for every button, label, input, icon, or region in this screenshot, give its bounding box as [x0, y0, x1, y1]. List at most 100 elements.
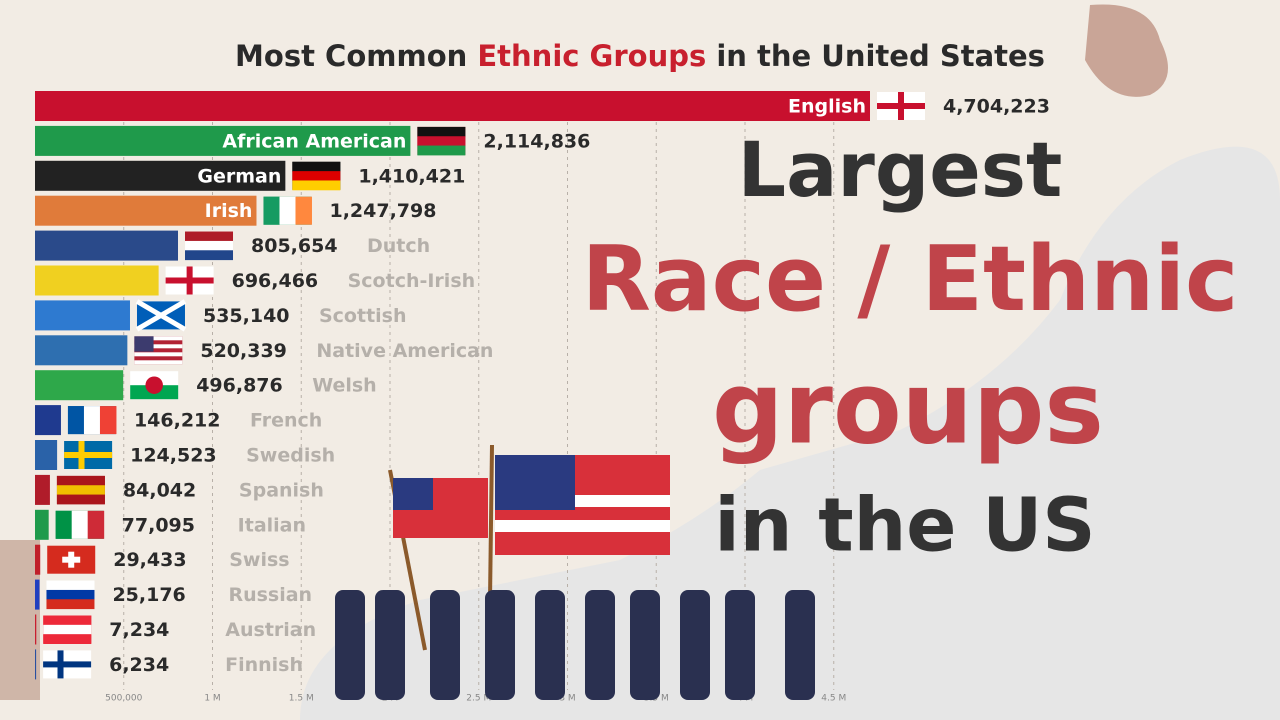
bar — [35, 195, 257, 226]
category-label: Native American — [316, 340, 493, 362]
value-label: 1,247,798 — [329, 200, 436, 222]
title-part: in the United States — [706, 39, 1045, 73]
bar — [35, 300, 130, 331]
flag-part — [134, 336, 154, 352]
headline-line: Largest — [738, 125, 1063, 214]
title-part: Ethnic Groups — [477, 39, 706, 73]
value-label: 496,876 — [196, 375, 283, 397]
backdrop-shape — [300, 146, 1280, 720]
flag-part — [55, 510, 73, 539]
flag-part — [135, 299, 187, 332]
bar — [35, 91, 870, 121]
decor-shape — [1085, 4, 1168, 97]
value-label: 4,704,223 — [943, 96, 1050, 118]
flag-part — [134, 360, 183, 365]
x-tick-label: 3 M — [559, 694, 575, 704]
category-label: African American — [222, 130, 406, 152]
category-label: Scottish — [319, 305, 407, 327]
flag-part — [185, 240, 234, 251]
flag-part — [185, 250, 234, 261]
bar — [35, 265, 159, 296]
category-label: Welsh — [312, 375, 377, 397]
headline-line: Race / Ethnic — [582, 227, 1239, 332]
value-label: 77,095 — [122, 514, 195, 536]
flag-part — [145, 376, 163, 394]
category-label: Italian — [238, 514, 306, 536]
flag-part — [56, 485, 105, 496]
x-tick-label: 1.5 M — [289, 694, 314, 704]
category-label: Scotch-Irish — [348, 270, 476, 292]
flag-part — [56, 475, 105, 486]
flag-part — [134, 336, 183, 341]
category-label: French — [250, 410, 322, 432]
bar — [35, 160, 286, 191]
flag-part — [46, 599, 95, 610]
category-label: English — [788, 96, 866, 118]
value-label: 6,234 — [109, 654, 169, 676]
flag-part — [185, 231, 234, 242]
decor-shape — [0, 540, 40, 700]
flag-part — [67, 406, 85, 435]
category-label: Finnish — [225, 654, 303, 676]
flag-part — [62, 556, 81, 563]
flag-part — [43, 661, 92, 668]
flag-part — [279, 196, 296, 225]
flag-part — [43, 615, 92, 626]
headline-line: groups — [712, 349, 1104, 466]
category-label: German — [197, 165, 281, 187]
flag-part — [292, 171, 341, 181]
value-label: 25,176 — [112, 584, 185, 606]
flag-part — [99, 406, 117, 435]
flag-part — [292, 161, 341, 172]
flag-part — [64, 452, 113, 458]
chart-title: Most Common Ethnic Groups in the United … — [235, 39, 1045, 73]
illustration — [335, 444, 815, 700]
flag-part — [83, 406, 101, 435]
category-label: Russian — [228, 584, 312, 606]
flag-part — [876, 103, 925, 109]
flag-part — [71, 510, 89, 539]
bar — [35, 579, 40, 610]
category-label: Swedish — [246, 445, 335, 467]
flag-part — [87, 510, 105, 539]
value-label: 805,654 — [251, 235, 338, 257]
x-tick-label: 1 M — [204, 694, 220, 704]
bar — [35, 474, 50, 505]
value-label: 535,140 — [203, 305, 290, 327]
flag-part — [46, 589, 95, 600]
value-label: 1,410,421 — [358, 165, 465, 187]
value-label: 29,433 — [113, 549, 186, 571]
bar — [35, 649, 37, 680]
flag-part — [417, 126, 466, 137]
value-label: 520,339 — [200, 340, 287, 362]
category-label: Spanish — [239, 479, 324, 501]
category-label: Irish — [205, 200, 253, 222]
category-label: Austrian — [225, 619, 316, 641]
flag-part — [295, 196, 312, 225]
value-label: 696,466 — [232, 270, 319, 292]
x-tick-label: 500,000 — [105, 694, 142, 704]
bar — [35, 230, 179, 261]
value-label: 7,234 — [109, 619, 169, 641]
bars: 4,704,223 English 2,114,836 African America… — [35, 91, 1050, 680]
flag-part — [56, 494, 105, 505]
x-tick-label: 2.5 M — [466, 694, 491, 704]
flag-part — [417, 136, 466, 147]
value-label: 2,114,836 — [483, 130, 590, 152]
bar — [35, 335, 128, 366]
headline-line: in the US — [714, 483, 1095, 569]
category-label: Dutch — [367, 235, 430, 257]
bar — [35, 125, 411, 156]
bar — [35, 440, 58, 470]
flag-part — [43, 634, 92, 644]
bar — [35, 405, 61, 436]
value-label: 124,523 — [130, 445, 217, 467]
flag-part — [43, 624, 92, 635]
bar — [35, 509, 49, 540]
flag-part — [134, 352, 183, 357]
x-tick-label: 4.5 M — [821, 694, 846, 704]
value-label: 146,212 — [134, 410, 221, 432]
flag-part — [46, 580, 95, 591]
title-part: Most Common — [235, 39, 477, 73]
